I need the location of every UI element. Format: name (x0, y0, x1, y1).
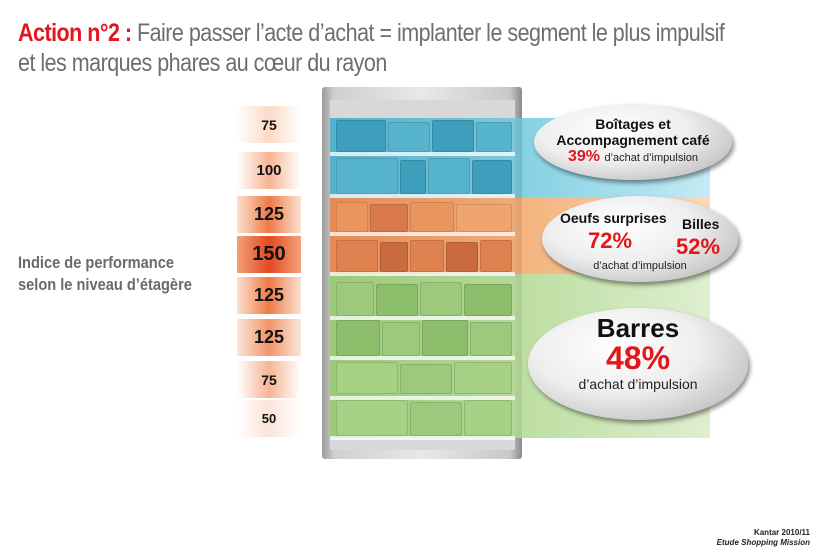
product-box (472, 160, 512, 194)
callout-barres: Barres 48% d’achat d’impulsion (528, 308, 748, 420)
product-box (388, 122, 430, 152)
product-box (410, 402, 462, 436)
product-box (420, 282, 462, 316)
product-box (476, 122, 512, 152)
product-box (382, 322, 420, 356)
shelf-index-4: 150 (237, 236, 301, 273)
shelf-board (330, 396, 515, 400)
source-line-1: Kantar 2010/11 (753, 528, 810, 537)
source-note: Kantar 2010/11 Etude Shopping Mission (717, 528, 810, 548)
product-box (480, 240, 512, 272)
callout-boitages-stat: 39% d’achat d’impulsion (534, 148, 732, 167)
callout-boitages-line-2: Accompagnement café (556, 132, 710, 148)
callout-boitages-pct: 39% (567, 148, 600, 165)
shelf-index-8: 50 (237, 400, 301, 437)
performance-index-label-line-1: Indice de performance (18, 253, 174, 272)
product-box (336, 320, 380, 356)
product-box (336, 120, 386, 152)
source-line-2: Etude Shopping Mission (716, 538, 810, 547)
shelf-board (330, 272, 515, 276)
product-box (336, 400, 408, 436)
shelf-index-2: 100 (237, 152, 301, 189)
callout-oeufs-suffix: d’achat d’impulsion (593, 260, 687, 272)
callout-oeufs-billes: Oeufs surprises 72% Billes 52% d’achat d… (542, 196, 738, 282)
product-box (336, 202, 368, 232)
product-box (336, 240, 378, 272)
product-box (470, 322, 512, 356)
title-line-2: et les marques phares au cœur du rayon (18, 49, 387, 77)
shelf-board (330, 152, 515, 156)
product-box (400, 160, 426, 194)
callout-barres-name: Barres (596, 313, 680, 343)
title-line-1: Action n°2 : Faire passer l’acte d’achat… (18, 18, 818, 48)
product-box (454, 362, 512, 394)
performance-index-label-line-2: selon le niveau d’étagère (18, 275, 192, 294)
callout-oeufs-pct: 72% (588, 228, 633, 253)
shelf-index-5: 125 (237, 277, 301, 314)
product-box (376, 284, 418, 316)
shelf-index-3: 125 (237, 196, 301, 233)
callout-billes-name: Billes (682, 216, 720, 232)
product-box (370, 204, 408, 232)
shelf-board (330, 356, 515, 360)
product-box (400, 364, 452, 394)
shelf-index-7: 75 (237, 361, 301, 398)
product-box (336, 158, 398, 194)
product-box (422, 320, 468, 356)
product-box (410, 240, 444, 272)
shelf-index-1: 75 (237, 106, 301, 143)
title-action-label: Action n°2 : (18, 19, 132, 47)
callout-oeufs-name: Oeufs surprises (560, 210, 667, 226)
product-box (380, 242, 408, 272)
performance-index-label: Indice de performance selon le niveau d’… (18, 252, 199, 296)
product-box (432, 120, 474, 152)
product-box (446, 242, 478, 272)
product-box (464, 284, 512, 316)
shelf-board (330, 232, 515, 236)
shelf-board (330, 194, 515, 198)
product-box (456, 204, 512, 232)
product-box (410, 202, 454, 232)
callout-boitages: Boîtages et Accompagnement café 39% d’ac… (534, 104, 732, 180)
page-title: Action n°2 : Faire passer l’acte d’achat… (18, 18, 818, 78)
shelf-board (330, 316, 515, 320)
callout-barres-pct: 48% (605, 340, 671, 376)
shelf-board (330, 436, 515, 440)
product-box (464, 400, 512, 436)
product-box (428, 158, 470, 194)
callout-boitages-line-1: Boîtages et (595, 116, 671, 132)
product-box (336, 362, 398, 394)
callout-boitages-suffix: d’achat d’impulsion (604, 152, 699, 164)
callout-barres-suffix: d’achat d’impulsion (578, 376, 698, 392)
title-line-1-text: Faire passer l’acte d’achat = implanter … (136, 19, 725, 47)
callout-billes-pct: 52% (676, 234, 721, 259)
shelf-index-6: 125 (237, 319, 301, 356)
product-box (336, 282, 374, 316)
